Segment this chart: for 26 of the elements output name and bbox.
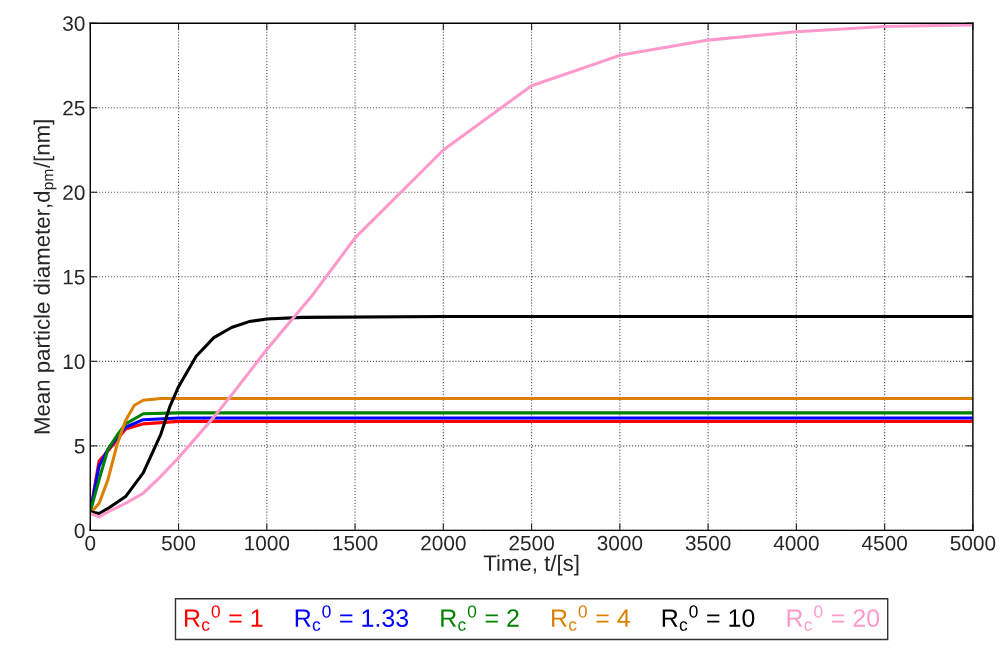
y-tick-label: 5	[74, 439, 85, 454]
x-tick-label: 4500	[861, 535, 908, 551]
y-tick-label: 25	[63, 100, 85, 116]
text: R$_{c}$$^{0}$ = 4	[552, 605, 630, 631]
x-tick-label: 0	[85, 535, 96, 551]
y-tick-label: 30	[63, 16, 85, 31]
text: R$_{c}$$^{0}$ = 1.33	[295, 605, 409, 631]
y-tick-label: 10	[63, 354, 85, 370]
x-tick-label: 1000	[245, 535, 290, 551]
x-tick-label: 3500	[685, 535, 731, 551]
y-tick-label: 15	[63, 270, 85, 285]
text: R$_{c}$$^{0}$ = 10	[662, 605, 755, 631]
text: R$_{c}$$^{0}$ = 2	[441, 605, 519, 631]
text: R$_{c}$$^{0}$ = 20	[787, 605, 880, 631]
x-tick-label: 3000	[597, 535, 643, 551]
x-axis-title: Time, t/[s]	[483, 554, 579, 576]
x-tick-label: 2500	[509, 535, 554, 551]
y-axis-title: Mean particle diameter,d$_{pm}$/[nm]	[33, 120, 57, 434]
x-tick-label: 1500	[333, 535, 378, 551]
x-tick-label: 4000	[773, 535, 819, 551]
x-tick-label: 2000	[421, 535, 466, 551]
x-tick-label: 500	[161, 535, 196, 551]
y-tick-label: 0	[74, 523, 85, 539]
y-tick-label: 20	[63, 185, 85, 201]
text: R$_{c}$$^{0}$ = 1	[185, 605, 263, 631]
x-tick-label: 5000	[950, 535, 996, 551]
